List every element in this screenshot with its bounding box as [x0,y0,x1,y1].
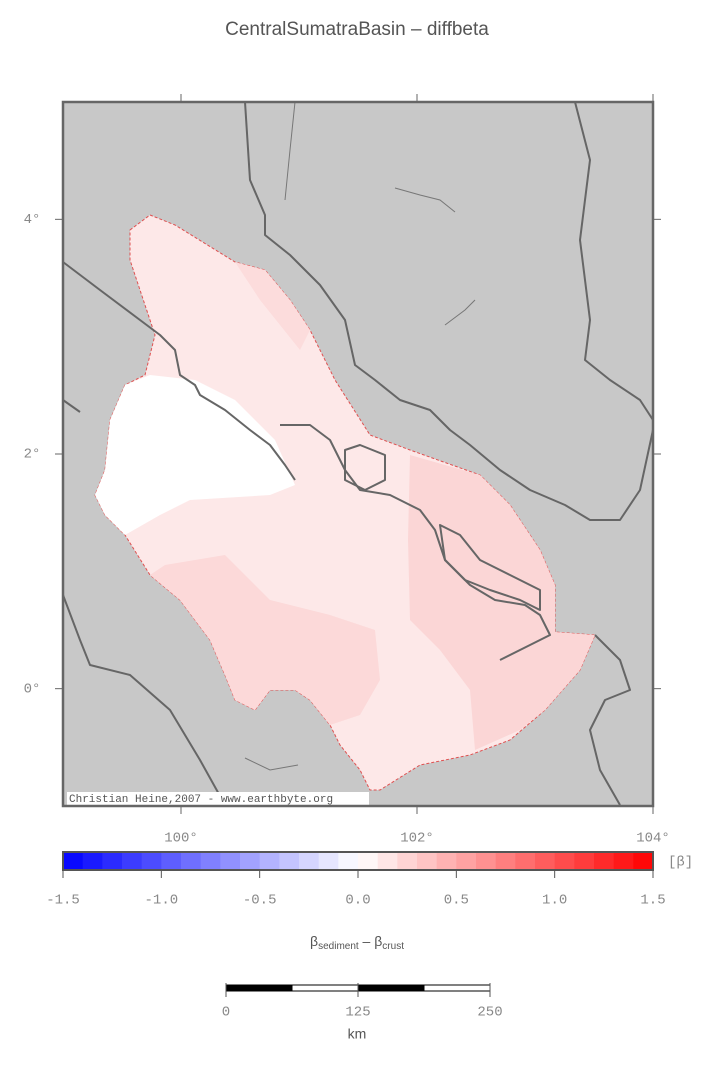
scale-segment [357,984,425,992]
coastline [574,101,654,421]
coastline [62,594,226,806]
coastline [439,524,541,611]
colorbar-tick-label: 0.5 [444,893,469,909]
colorbar-segment [63,852,84,870]
credit-box [67,792,369,806]
colorbar-segment [633,852,654,870]
scale-tick-label: 125 [345,1005,370,1021]
river [244,757,299,771]
colorbar-segment [574,852,595,870]
coastline [62,399,81,413]
colorbar-segment [181,852,202,870]
map: Christian Heine,2007 - www.earthbyte.org [61,100,655,808]
colorbar-tick-label: 1.0 [542,893,567,909]
x-tick-label: 102° [400,831,434,847]
colorbar-segment [220,852,241,870]
colorbar-segment [456,852,477,870]
river [444,299,476,326]
coastline [589,634,631,806]
scale-tick-label: 0 [222,1005,230,1021]
colorbar-segment [436,852,457,870]
colorbar-segment [279,852,300,870]
colorbar-segment [318,852,339,870]
scale-segment [423,984,491,992]
colorbar-segment [554,852,575,870]
credit: Christian Heine,2007 - www.earthbyte.org [69,794,333,806]
colorbar-segment [358,852,379,870]
scale-unit: km [348,1026,367,1042]
colorbar-segment [141,852,162,870]
label-part: sediment [318,941,359,952]
colorbar-segment [259,852,280,870]
colorbar-segment [102,852,123,870]
coastline [344,444,386,491]
x-tick-label: 100° [164,831,198,847]
scale-segment [291,984,359,992]
label-part: crust [382,941,404,952]
colorbar-segment [240,852,261,870]
x-tick-label: 104° [636,831,670,847]
label-part: β [310,933,318,949]
colorbar-tick-label: -0.5 [243,893,277,909]
y-tick-label: 4° [24,212,41,228]
scale-tick-label: 250 [477,1005,502,1021]
y-tick-label: 2° [24,447,41,463]
basin-low [95,375,295,535]
coastline [62,261,296,481]
colorbar-label: βsediment – βcrust [310,933,404,952]
river [284,101,296,201]
colorbar-segment [476,852,497,870]
colorbar-tick-label: -1.5 [46,893,80,909]
colorbar-segment [397,852,418,870]
colorbar-tick-label: -1.0 [145,893,179,909]
colorbar-segment [613,852,634,870]
scale-segment [225,984,293,992]
colorbar-segment [515,852,536,870]
colorbar-segment [417,852,438,870]
colorbar-segment [161,852,182,870]
title: CentralSumatraBasin – diffbeta [225,19,489,40]
basin-high [235,262,310,350]
colorbar-tick-label: 0.0 [345,893,370,909]
colorbar-segment [594,852,615,870]
colorbar-segment [122,852,143,870]
colorbar-tick-label: 1.5 [640,893,665,909]
colorbar-segment [535,852,556,870]
colorbar-segment [495,852,516,870]
basin-high [408,455,595,750]
river [394,187,456,213]
coastline [280,424,551,661]
colorbar-segment [377,852,398,870]
y-tick-label: 0° [24,681,41,697]
colorbar-segment [200,852,221,870]
colorbar-segment [299,852,320,870]
colorbar-segment [82,852,103,870]
basin-high [150,555,380,725]
label-part: – β [359,933,383,949]
coastline [244,101,654,521]
colorbar-unit: [β] [668,855,693,871]
colorbar-segment [338,852,359,870]
